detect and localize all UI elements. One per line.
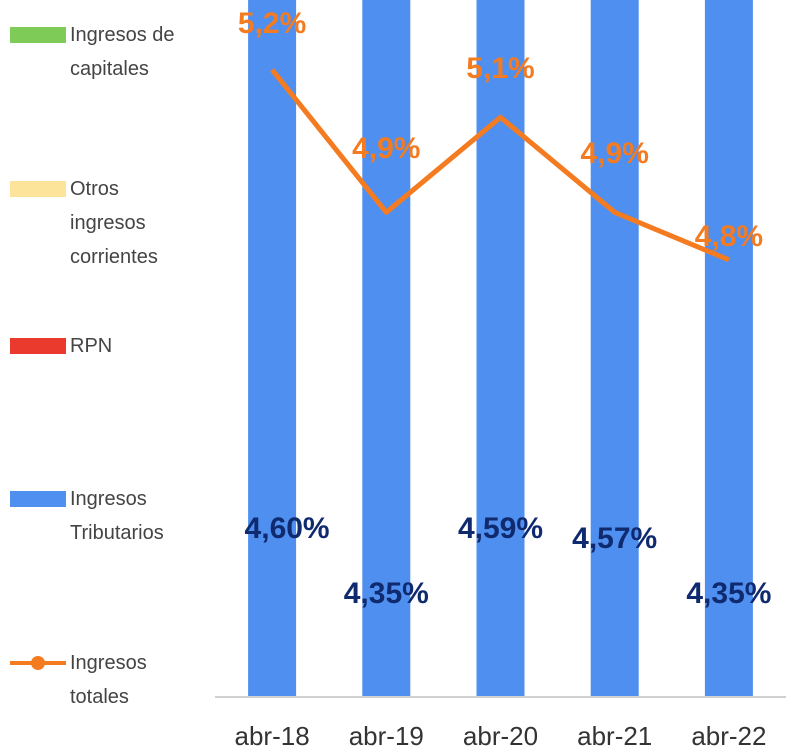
legend-label: Ingresos Tributarios — [70, 488, 164, 544]
x-tick-label: abr-22 — [691, 721, 766, 751]
bar-segment — [590, 0, 639, 697]
data-label: 4,60% — [245, 512, 330, 545]
bar-segment — [704, 0, 753, 697]
bar-segment — [476, 0, 525, 697]
x-tick-label: abr-19 — [349, 721, 424, 751]
data-label: 4,8% — [695, 220, 763, 253]
data-label: 4,35% — [686, 577, 771, 610]
bar-segment — [248, 0, 297, 698]
legend-marker — [31, 656, 45, 670]
data-label: 4,57% — [572, 522, 657, 555]
legend-label: RPN — [70, 335, 113, 357]
data-label: 5,2% — [238, 7, 306, 40]
legend-label: Ingresos totales — [70, 652, 147, 708]
legend-swatch — [10, 338, 66, 354]
x-tick-label: abr-20 — [463, 721, 538, 751]
data-label: 5,1% — [466, 52, 534, 85]
data-label: 4,9% — [352, 132, 420, 165]
legend-label: Otros ingresos corrientes — [70, 178, 158, 268]
x-tick-label: abr-18 — [235, 721, 310, 751]
legend-label: Ingresos de capitales — [70, 24, 175, 80]
legend-swatch — [10, 491, 66, 507]
legend-swatch — [10, 27, 66, 43]
bar-segment — [362, 0, 411, 697]
data-label: 4,59% — [458, 512, 543, 545]
legend-swatch — [10, 181, 66, 197]
data-label: 4,35% — [344, 577, 429, 610]
x-tick-label: abr-21 — [577, 721, 652, 751]
line — [270, 68, 730, 263]
data-label: 4,9% — [581, 137, 649, 170]
